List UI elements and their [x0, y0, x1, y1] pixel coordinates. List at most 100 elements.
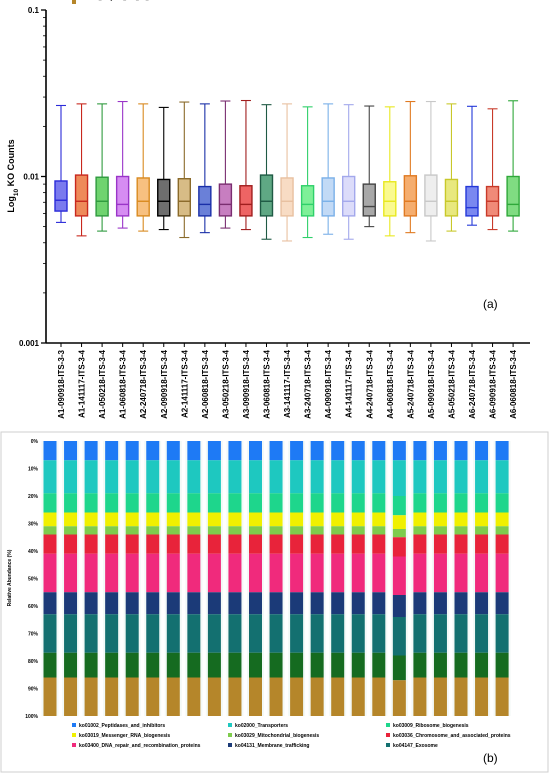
bar-segment	[146, 677, 160, 716]
bar-segment	[495, 526, 509, 535]
bar-segment	[392, 460, 406, 496]
bar-segment	[125, 534, 139, 554]
bar-segment	[475, 493, 489, 513]
legend-swatch	[228, 733, 232, 737]
y-axis-label-b: Relative Abundance (%)	[7, 549, 13, 606]
legend-label: ko03400_DNA_repair_and_recombination_pro…	[79, 743, 201, 749]
bar-segment	[475, 677, 489, 716]
box-iqr	[342, 175, 356, 217]
bar-segment	[84, 652, 98, 678]
legend-swatch	[228, 723, 232, 727]
bar-segment	[372, 592, 386, 615]
bar-segment	[372, 553, 386, 593]
bar-segment	[249, 526, 262, 535]
bar-segment	[475, 652, 489, 678]
legend-item: ko03019_Messenger_RNA_biogenesis	[72, 733, 170, 739]
x-tick-label: A4-240718-ITS-3-4	[365, 349, 374, 418]
bar-segment	[413, 677, 427, 716]
legend-swatch	[72, 0, 76, 4]
legend-label: ko03019_Messenger_RNA_biogenesis	[79, 733, 170, 739]
y-tick-label-b: 50%	[28, 577, 39, 583]
bar-segment	[207, 493, 221, 513]
stacked-bar-8	[185, 441, 203, 716]
box-iqr	[506, 175, 520, 217]
bar-segment	[290, 534, 304, 554]
box-iqr	[198, 185, 212, 217]
bar-segment	[43, 512, 57, 527]
bar-segment	[310, 534, 324, 554]
boxes	[54, 99, 520, 242]
box-A2-060818-ITS-3-4	[198, 103, 212, 234]
bar-segment	[331, 677, 345, 716]
box-A2-240718-ITS-3-4	[136, 103, 150, 232]
bar-segment	[290, 512, 304, 527]
stacked-bar-18	[390, 441, 408, 716]
box-A6-060818-ITS-3-4	[506, 100, 520, 232]
bar-segment	[207, 553, 221, 593]
bar-segment	[351, 553, 365, 593]
box-iqr	[259, 174, 274, 217]
bar-segment	[475, 534, 489, 554]
box-iqr	[218, 183, 233, 217]
x-tick-label: A5-090918-ITS-3-4	[427, 349, 436, 418]
bar-segment	[454, 553, 468, 593]
bar-segment	[392, 515, 406, 529]
bar-segment	[207, 652, 221, 678]
bar-segment	[433, 493, 447, 513]
bar-segment	[331, 534, 345, 554]
legend-label: ko04131_Membrane_trafficking	[235, 743, 309, 749]
bar-segment	[495, 534, 509, 554]
y-tick-label-b: 70%	[28, 632, 39, 638]
bar-segment	[331, 553, 345, 593]
bar-segment	[43, 677, 57, 716]
bar-segment	[475, 526, 489, 535]
box-A5-050218-ITS-3-4	[444, 103, 459, 232]
bar-segment	[269, 441, 283, 461]
bar-segment	[207, 614, 221, 653]
bar-segment	[64, 592, 78, 615]
bar-segment	[105, 534, 119, 554]
bar-segment	[310, 512, 324, 527]
box-A4-141117-ITS-3-4	[342, 104, 356, 240]
bar-segment	[269, 512, 283, 527]
y-tick-label-b: 20%	[28, 494, 39, 500]
bar-segment	[351, 592, 365, 615]
bar-segment	[105, 512, 119, 527]
bar-segment	[433, 652, 447, 678]
box-iqr	[300, 185, 315, 217]
box-A1-060818-ITS-3-4	[115, 100, 130, 229]
bar-segment	[228, 553, 242, 593]
legend-item: ko04131_Membrane_trafficking	[228, 743, 309, 749]
bar-segment	[146, 614, 160, 653]
bar-segment	[331, 441, 345, 461]
x-tick-label: A3-090918-ITS-3-4	[242, 349, 251, 418]
box-A4-060818-ITS-3-4	[383, 106, 397, 237]
bar-segment	[64, 441, 78, 461]
bar-segment	[64, 512, 78, 527]
bar-segment	[351, 512, 365, 527]
legend-swatch	[386, 723, 390, 727]
stacked-bar-6	[144, 441, 162, 716]
stacked-bar-14	[308, 441, 326, 716]
stacked-bar-9	[205, 441, 223, 716]
bar-segment	[146, 592, 160, 615]
bar-segment	[166, 652, 180, 678]
bar-segment	[454, 460, 468, 494]
bar-segment	[84, 526, 98, 535]
bar-segment	[187, 493, 201, 513]
bar-segment	[495, 441, 509, 461]
bar-segment	[207, 534, 221, 554]
bar-segment	[228, 441, 242, 461]
stacked-bar-4	[103, 441, 121, 716]
x-tick-label: A1-060818-ITS-3-4	[119, 349, 128, 418]
bar-segment	[43, 526, 57, 535]
legend-swatch	[386, 733, 390, 737]
stacked-bar-22	[473, 441, 491, 716]
stacked-bar-12	[267, 441, 285, 716]
bar-segment	[413, 553, 427, 593]
stacked-bar-19	[411, 441, 429, 716]
box-iqr	[280, 177, 294, 217]
bar-segment	[290, 526, 304, 535]
y-tick-label-b: 100%	[25, 714, 38, 720]
y-ticks: 0.1 0.01 0.001	[19, 6, 46, 348]
